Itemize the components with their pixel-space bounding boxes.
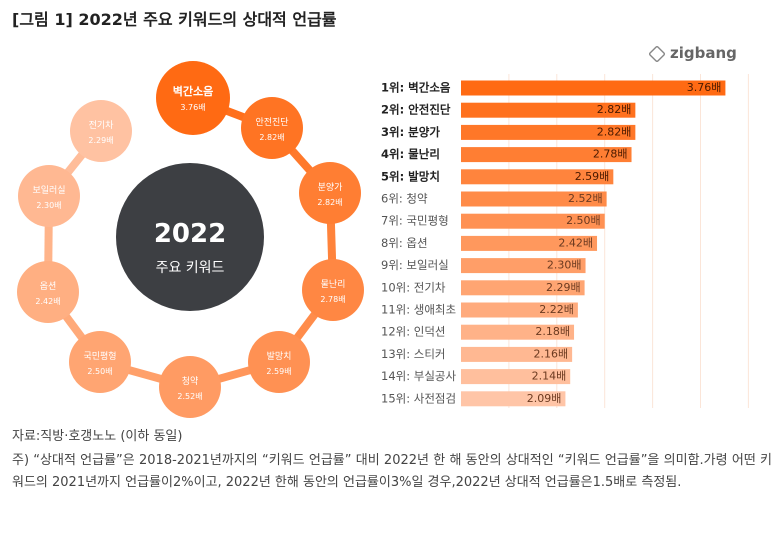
bar xyxy=(461,191,607,207)
bar-category-label: 9위: 보일러실 xyxy=(381,258,449,272)
keyword-node-label: 국민평형 xyxy=(83,351,116,362)
bar-category-label: 5위: 발망치 xyxy=(381,169,440,183)
bar-category-label: 4위: 물난리 xyxy=(381,147,440,161)
bar-value-label: 2.59배 xyxy=(575,170,610,183)
keyword-node-label: 벽간소음 xyxy=(173,84,213,98)
bar-value-label: 2.29배 xyxy=(546,281,581,294)
bar-category-label: 14위: 부실공사 xyxy=(381,369,456,383)
bar-value-label: 3.76배 xyxy=(687,81,722,94)
center-year: 2022 xyxy=(154,219,226,249)
keyword-node-label: 옵션 xyxy=(40,281,57,292)
bar xyxy=(461,346,573,362)
keyword-node-label: 청약 xyxy=(182,375,199,387)
keyword-node-label: 전기차 xyxy=(89,119,115,131)
bar-value-label: 2.22배 xyxy=(539,303,574,316)
figure-title: [그림 1] 2022년 주요 키워드의 상대적 언급률 xyxy=(12,10,337,29)
bar xyxy=(461,324,575,340)
bar-category-label: 13위: 스티커 xyxy=(381,347,445,361)
bar-category-label: 2위: 안전진단 xyxy=(381,103,451,117)
bar xyxy=(461,235,598,251)
keyword-node xyxy=(69,331,131,393)
bar-category-label: 8위: 옵션 xyxy=(381,236,428,250)
keyword-node-value: 2.52배 xyxy=(177,392,202,401)
bar-category-label: 12위: 인덕션 xyxy=(381,325,445,339)
bar-value-label: 2.82배 xyxy=(597,125,632,138)
keyword-node-value: 2.59배 xyxy=(266,367,291,376)
bar-value-label: 2.78배 xyxy=(593,148,628,161)
bar xyxy=(461,124,636,140)
keyword-node-label: 분양가 xyxy=(318,182,343,193)
footnote: 주) “상대적 언급률”은 2018-2021년까지의 “키워드 언급률” 대비… xyxy=(12,453,772,490)
keyword-node xyxy=(17,261,79,323)
bar-value-label: 2.16배 xyxy=(534,347,569,360)
bar xyxy=(461,258,586,274)
keyword-node xyxy=(18,165,80,227)
bar-value-label: 2.50배 xyxy=(566,214,601,227)
keyword-node-label: 발망치 xyxy=(267,350,292,362)
bar xyxy=(461,280,585,296)
source-note: 자료:직방·호갱노노 (이하 동일) xyxy=(12,429,183,444)
bar-value-label: 2.09배 xyxy=(527,392,562,405)
keyword-node xyxy=(241,97,303,159)
bar xyxy=(461,213,605,229)
bar-category-label: 3위: 분양가 xyxy=(381,125,440,139)
keyword-node-value: 2.78배 xyxy=(320,295,345,304)
keyword-node-value: 2.29배 xyxy=(88,136,113,145)
bar-category-label: 1위: 벽간소음 xyxy=(381,81,451,95)
keyword-node xyxy=(299,162,361,224)
bar-category-label: 10위: 전기차 xyxy=(381,280,446,294)
keyword-node-value: 3.76배 xyxy=(180,103,205,112)
bar xyxy=(461,102,636,118)
bar xyxy=(461,169,614,185)
center-circle xyxy=(116,163,264,311)
keyword-node-value: 2.30배 xyxy=(36,201,61,210)
bar xyxy=(461,80,726,96)
bar xyxy=(461,369,571,385)
keyword-node xyxy=(159,356,221,418)
bar-value-label: 2.14배 xyxy=(532,370,567,383)
logo-text: zigbang xyxy=(670,44,737,62)
center-label: 주요 키워드 xyxy=(156,260,225,276)
bar-category-label: 15위: 사전점검 xyxy=(381,391,456,405)
keyword-node-value: 2.42배 xyxy=(35,297,60,306)
keyword-node xyxy=(156,61,230,135)
bar-value-label: 2.42배 xyxy=(558,236,593,249)
bar-category-label: 6위: 청약 xyxy=(381,192,428,206)
keyword-node-label: 보일러실 xyxy=(32,185,65,196)
bar-category-label: 7위: 국민평형 xyxy=(381,214,449,228)
bar-value-label: 2.30배 xyxy=(547,259,582,272)
keyword-node-value: 2.50배 xyxy=(87,367,112,376)
keyword-node-value: 2.82배 xyxy=(259,133,284,142)
bar xyxy=(461,391,566,407)
keyword-node xyxy=(302,259,364,321)
keyword-node-label: 안전진단 xyxy=(255,117,288,128)
bar-value-label: 2.18배 xyxy=(535,325,570,338)
bar-value-label: 2.82배 xyxy=(597,103,632,116)
keyword-node-label: 물난리 xyxy=(321,279,346,290)
bar-value-label: 2.52배 xyxy=(568,192,603,205)
keyword-node-value: 2.82배 xyxy=(317,198,342,207)
bar xyxy=(461,147,632,163)
logo-icon xyxy=(648,44,666,63)
bar-category-label: 11위: 생애최초 xyxy=(381,303,456,317)
keyword-node xyxy=(248,331,310,393)
keyword-node xyxy=(70,100,132,162)
zigbang-logo: zigbang xyxy=(648,44,737,63)
bar xyxy=(461,302,578,318)
